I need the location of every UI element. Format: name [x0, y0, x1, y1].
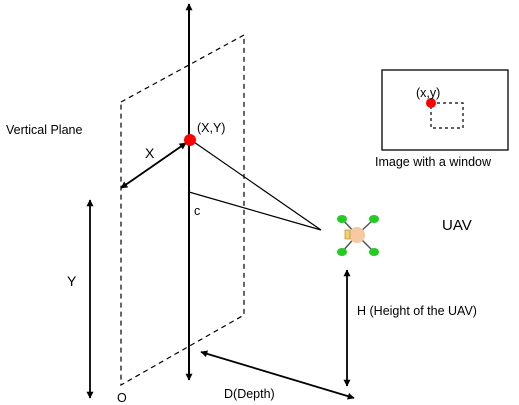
depth-arrow — [200, 350, 355, 400]
image-point-label: (x,y) — [416, 86, 440, 100]
point-xy-label: (X,Y) — [197, 121, 225, 135]
drone-icon — [337, 215, 379, 256]
y-label: Y — [67, 273, 77, 289]
origin-label: O — [117, 391, 127, 405]
image-point-marker — [426, 98, 436, 108]
uav-label: UAV — [442, 217, 472, 234]
image-frame — [381, 69, 509, 151]
x-arrow — [120, 142, 187, 189]
angle-c-label: c — [194, 204, 200, 218]
image-window — [430, 102, 464, 129]
x-label: X — [145, 145, 155, 161]
image-caption: Image with a window — [375, 155, 492, 169]
sight-line — [190, 139, 322, 231]
depth-label: D(Depth) — [224, 387, 275, 401]
target-point-marker — [184, 134, 196, 146]
height-label: H (Height of the UAV) — [357, 304, 477, 318]
vertical-plane — [120, 33, 245, 387]
horizontal-line — [188, 191, 322, 231]
vertical-plane-label: Vertical Plane — [6, 123, 82, 137]
